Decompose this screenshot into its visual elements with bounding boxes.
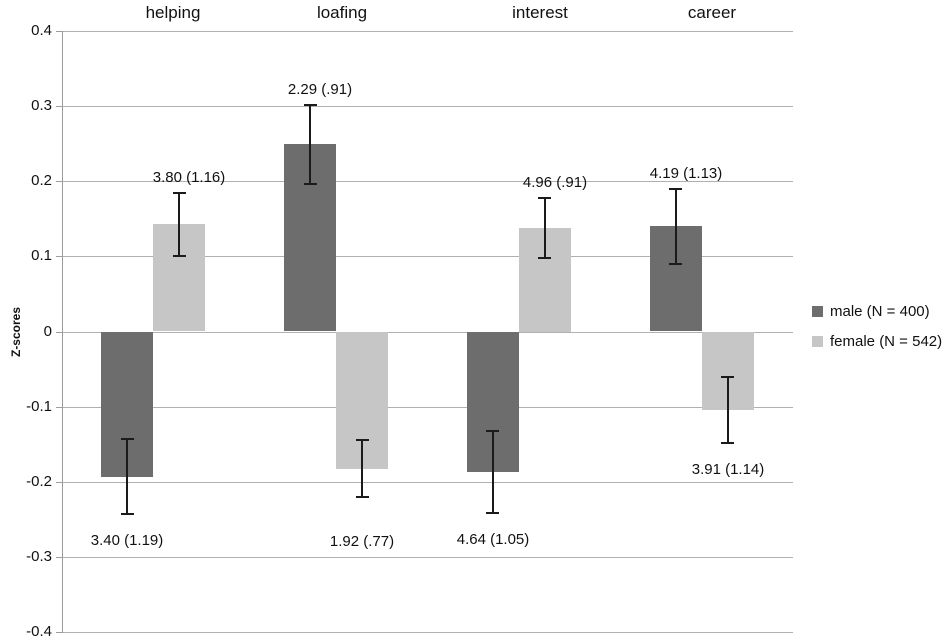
y-tick-label: -0.1 (26, 398, 52, 415)
y-axis-tick (56, 256, 62, 257)
legend: male (N = 400) female (N = 542) (812, 304, 942, 349)
error-bar-cap (356, 496, 369, 498)
error-bar-cap (173, 192, 186, 194)
error-bar-cap (669, 263, 682, 265)
gridline (62, 332, 793, 333)
data-label-male-career: 4.19 (1.13) (649, 165, 723, 182)
y-tick-label: 0.3 (31, 97, 52, 114)
category-label-interest: interest (512, 3, 568, 22)
y-axis-tick (56, 557, 62, 558)
error-bar-male-career (675, 189, 677, 264)
data-label-female-loafing: 1.92 (.77) (329, 533, 395, 550)
error-bar-cap (721, 376, 734, 378)
category-label-loafing: loafing (316, 3, 368, 22)
y-tick-label: -0.2 (26, 473, 52, 490)
y-axis-tick (56, 31, 62, 32)
gridline (62, 31, 793, 32)
y-axis-line (62, 31, 63, 633)
category-label-helping: helping (145, 3, 201, 22)
error-bar-female-loafing (361, 440, 363, 497)
y-axis-tick (56, 482, 62, 483)
error-bar-cap (721, 442, 734, 444)
y-axis-tick (56, 332, 62, 333)
data-label-male-helping: 3.40 (1.19) (90, 532, 164, 549)
error-bar-cap (304, 183, 317, 185)
y-tick-label: 0.1 (31, 247, 52, 264)
y-tick-label: 0.4 (31, 22, 52, 39)
gridline (62, 407, 793, 408)
legend-label-female: female (N = 542) (830, 333, 943, 350)
y-tick-label: -0.4 (26, 623, 52, 640)
error-bar-cap (486, 430, 499, 432)
error-bar-female-interest (544, 198, 546, 258)
error-bar-cap (121, 513, 134, 515)
error-bar-cap (669, 188, 682, 190)
gridline (62, 106, 793, 107)
error-bar-cap (121, 438, 134, 440)
error-bar-cap (538, 197, 551, 199)
error-bar-cap (538, 257, 551, 259)
female-series-swatch (812, 336, 823, 347)
error-bar-cap (173, 255, 186, 257)
error-bar-male-helping (126, 439, 128, 514)
gridline (62, 482, 793, 483)
legend-item-female: female (N = 542) (812, 334, 942, 349)
data-label-female-interest: 4.96 (.91) (522, 174, 588, 191)
gridline (62, 632, 793, 633)
category-label-career: career (687, 3, 737, 22)
legend-label-male: male (N = 400) (830, 303, 930, 320)
data-label-male-interest: 4.64 (1.05) (456, 531, 530, 548)
gridline (62, 181, 793, 182)
male-series-swatch (812, 306, 823, 317)
gridline (62, 557, 793, 558)
data-label-female-helping: 3.80 (1.16) (152, 169, 226, 186)
error-bar-female-career (727, 377, 729, 443)
error-bar-male-interest (492, 431, 494, 512)
legend-item-male: male (N = 400) (812, 304, 942, 319)
y-axis-tick (56, 106, 62, 107)
error-bar-cap (356, 439, 369, 441)
gridline (62, 256, 793, 257)
y-axis-tick (56, 632, 62, 633)
y-axis-tick (56, 181, 62, 182)
error-bar-male-loafing (309, 105, 311, 185)
y-axis-tick (56, 407, 62, 408)
y-tick-label: -0.3 (26, 548, 52, 565)
error-bar-female-helping (178, 193, 180, 256)
error-bar-cap (486, 512, 499, 514)
y-tick-label: 0 (43, 323, 52, 340)
error-bar-cap (304, 104, 317, 106)
y-tick-label: 0.2 (31, 172, 52, 189)
data-label-male-loafing: 2.29 (.91) (287, 81, 353, 98)
data-label-female-career: 3.91 (1.14) (691, 461, 765, 478)
